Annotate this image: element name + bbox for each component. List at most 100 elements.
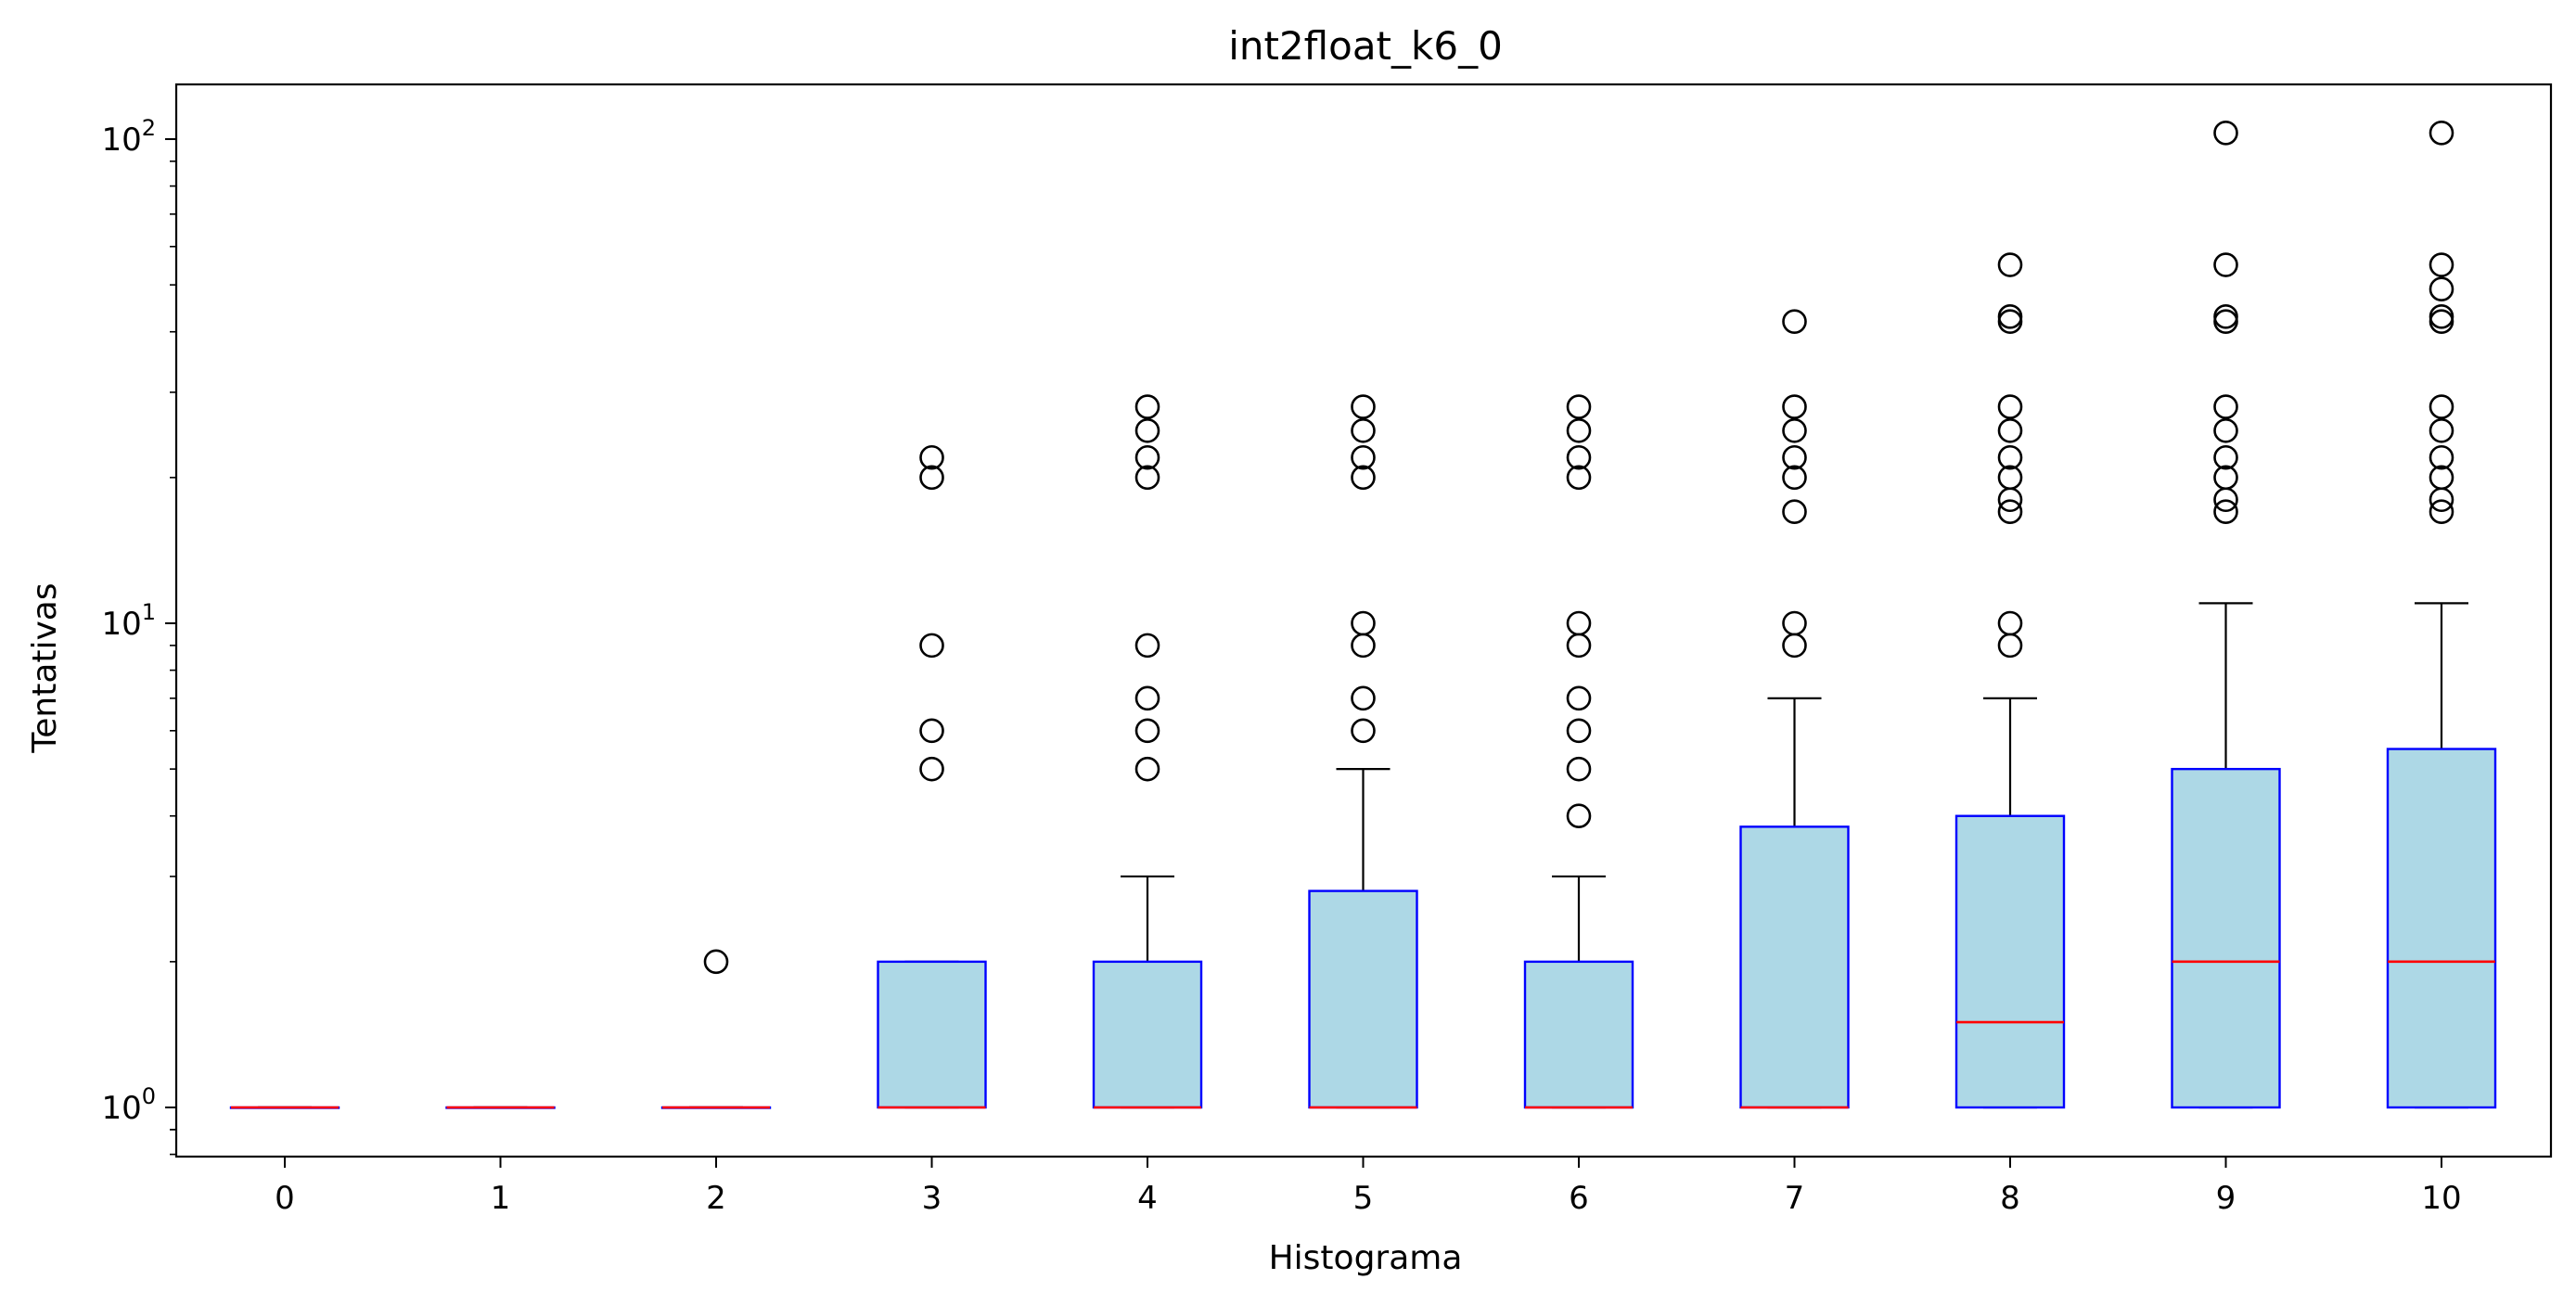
outlier-point (1997, 499, 2023, 525)
box-group (1308, 394, 1418, 1109)
outlier-point (1566, 444, 1592, 470)
outlier-point (703, 949, 729, 975)
outlier-point (1566, 417, 1592, 443)
outlier-point (1134, 756, 1160, 782)
plot-area: 100 101 102 0 1 2 3 4 5 6 7 8 9 10 (101, 115, 2497, 1217)
outlier-point (2429, 276, 2454, 302)
box-group (445, 1106, 556, 1109)
x-tick-label: 9 (2216, 1180, 2236, 1217)
outlier-point (1134, 685, 1160, 711)
x-tick-label: 6 (1569, 1180, 1589, 1217)
y-tick-label: 101 (101, 599, 156, 643)
outlier-point (1782, 465, 1807, 491)
outlier-point (1997, 610, 2023, 636)
outlier-point (1351, 465, 1376, 491)
outlier-point (1134, 633, 1160, 659)
box-group (1954, 252, 2066, 1109)
outlier-point (1997, 444, 2023, 470)
box-iqr (877, 960, 987, 1109)
outlier-point (2429, 394, 2454, 419)
outlier-point (2429, 465, 2454, 491)
outlier-point (1351, 444, 1376, 470)
box-iqr (1523, 960, 1634, 1109)
outlier-point (1997, 252, 2023, 277)
outlier-point (1134, 394, 1160, 419)
y-axis-label: Tentativas (26, 582, 64, 753)
outlier-point (2429, 304, 2454, 329)
outlier-point (1566, 465, 1592, 491)
outlier-point (2213, 304, 2238, 329)
outlier-point (1566, 610, 1592, 636)
outlier-point (2213, 465, 2238, 491)
x-tick-label: 1 (491, 1180, 511, 1217)
outlier-point (1566, 803, 1592, 829)
box-iqr (1092, 960, 1203, 1109)
x-tick-label: 3 (922, 1180, 942, 1217)
box-group (1739, 309, 1850, 1109)
outlier-point (1782, 444, 1807, 470)
outlier-point (2429, 252, 2454, 277)
outlier-point (1134, 417, 1160, 443)
outlier-point (1782, 394, 1807, 419)
outlier-point (2429, 444, 2454, 470)
outlier-point (1351, 718, 1376, 744)
outlier-point (2429, 120, 2454, 146)
outlier-point (1997, 304, 2023, 329)
outlier-point (919, 465, 944, 491)
outlier-point (2429, 499, 2454, 525)
box-group (229, 1106, 340, 1109)
outlier-point (2213, 120, 2238, 146)
outlier-point (1566, 718, 1592, 744)
outlier-point (1134, 444, 1160, 470)
box-group (877, 444, 987, 1109)
outlier-point (1566, 394, 1592, 419)
box-group (1523, 394, 1634, 1109)
outlier-point (1351, 685, 1376, 711)
outlier-point (1997, 394, 2023, 419)
x-tick-label: 2 (706, 1180, 726, 1217)
outlier-point (919, 756, 944, 782)
outlier-point (1566, 756, 1592, 782)
box-iqr (1954, 814, 2066, 1109)
outlier-point (1134, 465, 1160, 491)
box-group (2386, 120, 2497, 1109)
outlier-point (2213, 252, 2238, 277)
x-tick-label: 5 (1353, 1180, 1374, 1217)
y-tick-label: 100 (101, 1083, 156, 1127)
outlier-point (2213, 444, 2238, 470)
box-iqr (2386, 748, 2497, 1109)
x-axis-label: Histograma (1269, 1239, 1463, 1277)
outlier-point (1351, 610, 1376, 636)
outlier-point (2213, 417, 2238, 443)
box-iqr (2171, 767, 2281, 1109)
outlier-point (2213, 394, 2238, 419)
outlier-point (1782, 309, 1807, 334)
outlier-point (1782, 610, 1807, 636)
outlier-point (1782, 417, 1807, 443)
outlier-point (2429, 417, 2454, 443)
x-tick-label: 0 (275, 1180, 295, 1217)
outlier-point (1997, 465, 2023, 491)
plot-frame (174, 83, 2553, 1158)
box-group (2171, 120, 2281, 1109)
x-tick-label: 8 (2000, 1180, 2020, 1217)
box-group (660, 949, 772, 1109)
outlier-point (919, 718, 944, 744)
outlier-point (1351, 417, 1376, 443)
outlier-point (1134, 718, 1160, 744)
box-iqr (1739, 825, 1850, 1109)
x-tick-label: 7 (1785, 1180, 1805, 1217)
x-tick-label: 10 (2421, 1180, 2461, 1217)
x-tick-label: 4 (1137, 1180, 1158, 1217)
outlier-point (1566, 685, 1592, 711)
outlier-point (919, 633, 944, 659)
outlier-point (1997, 417, 2023, 443)
chart-title: int2float_k6_0 (1228, 23, 1503, 69)
outlier-point (1782, 499, 1807, 525)
outlier-point (1351, 394, 1376, 419)
outlier-point (919, 444, 944, 470)
outlier-point (2213, 499, 2238, 525)
box-group (1092, 394, 1203, 1109)
